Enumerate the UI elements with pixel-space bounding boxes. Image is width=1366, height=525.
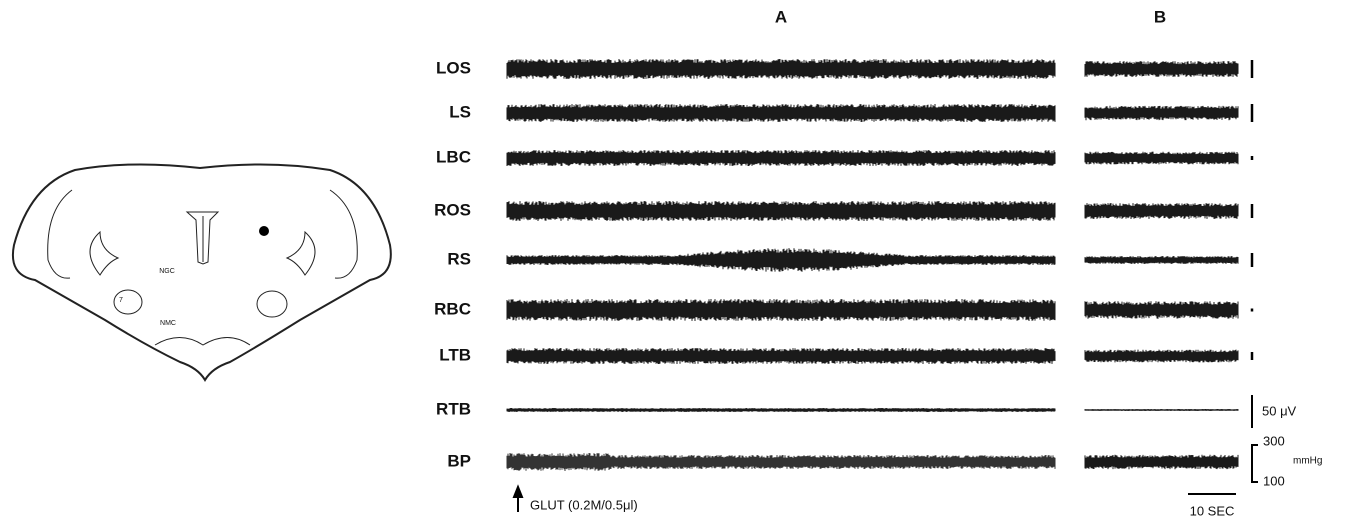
trace-b: [1084, 61, 1239, 77]
trace-b: [1084, 409, 1239, 411]
traces: LOS LS LBC ROS RS RBC LTB RTB BP: [434, 58, 1254, 471]
trace-b: [1084, 151, 1239, 165]
brain-midline: [185, 211, 220, 265]
trace-a: [506, 453, 1056, 471]
trace-a: [506, 299, 1056, 321]
trace-b: [1084, 203, 1239, 219]
nucleus-7-left: [113, 289, 143, 315]
trace-b: [1084, 256, 1239, 264]
brain-nucleus-right: [285, 230, 316, 276]
trace-a: [506, 104, 1056, 122]
trace-b: [1084, 454, 1239, 470]
glut-arrow: [512, 484, 524, 512]
trace-a: [506, 408, 1056, 412]
nucleus-7-right: [256, 290, 288, 318]
trace-label: LS: [449, 102, 471, 121]
pressure-scale-bracket: [1251, 444, 1258, 483]
trace-label: RBC: [434, 299, 471, 318]
brain-label: NMC: [160, 320, 176, 327]
brain-outline: [12, 163, 392, 382]
brain-nucleus-left: [89, 230, 120, 276]
trace-b: [1084, 105, 1239, 121]
trace-b: [1084, 301, 1239, 319]
trace-label: LBC: [436, 147, 471, 166]
brain-label: 7: [119, 297, 123, 304]
trace-a: [506, 150, 1056, 166]
trace-label: ROS: [434, 200, 471, 219]
trace-a: [506, 348, 1056, 364]
pressure-unit-label: mmHg: [1293, 456, 1322, 467]
trace-label: BP: [447, 451, 471, 470]
trace-a: [506, 59, 1056, 79]
time-scale-label: 10 SEC: [1190, 503, 1235, 518]
trace-label: LOS: [436, 58, 471, 77]
brain-lobe-right: [329, 189, 358, 279]
brain-ventral-arcs: [154, 337, 251, 346]
panel-label: A: [775, 7, 787, 26]
voltage-scale-label: 50 μV: [1262, 403, 1297, 418]
trace-a: [506, 201, 1056, 221]
trace-b: [1084, 349, 1239, 363]
trace-label: RS: [447, 249, 471, 268]
injection-site: [259, 226, 269, 236]
pressure-high-label: 300: [1263, 433, 1285, 448]
panel-label: B: [1154, 7, 1166, 26]
trace-a: [506, 248, 1056, 272]
trace-label: LTB: [439, 345, 471, 364]
brain-label: NGC: [159, 268, 175, 275]
pressure-low-label: 100: [1263, 473, 1285, 488]
brain-section: [12, 163, 392, 382]
trace-label: RTB: [436, 399, 471, 418]
annotation: GLUT (0.2M/0.5μl): [530, 497, 638, 512]
brain-lobe-left: [47, 189, 73, 279]
